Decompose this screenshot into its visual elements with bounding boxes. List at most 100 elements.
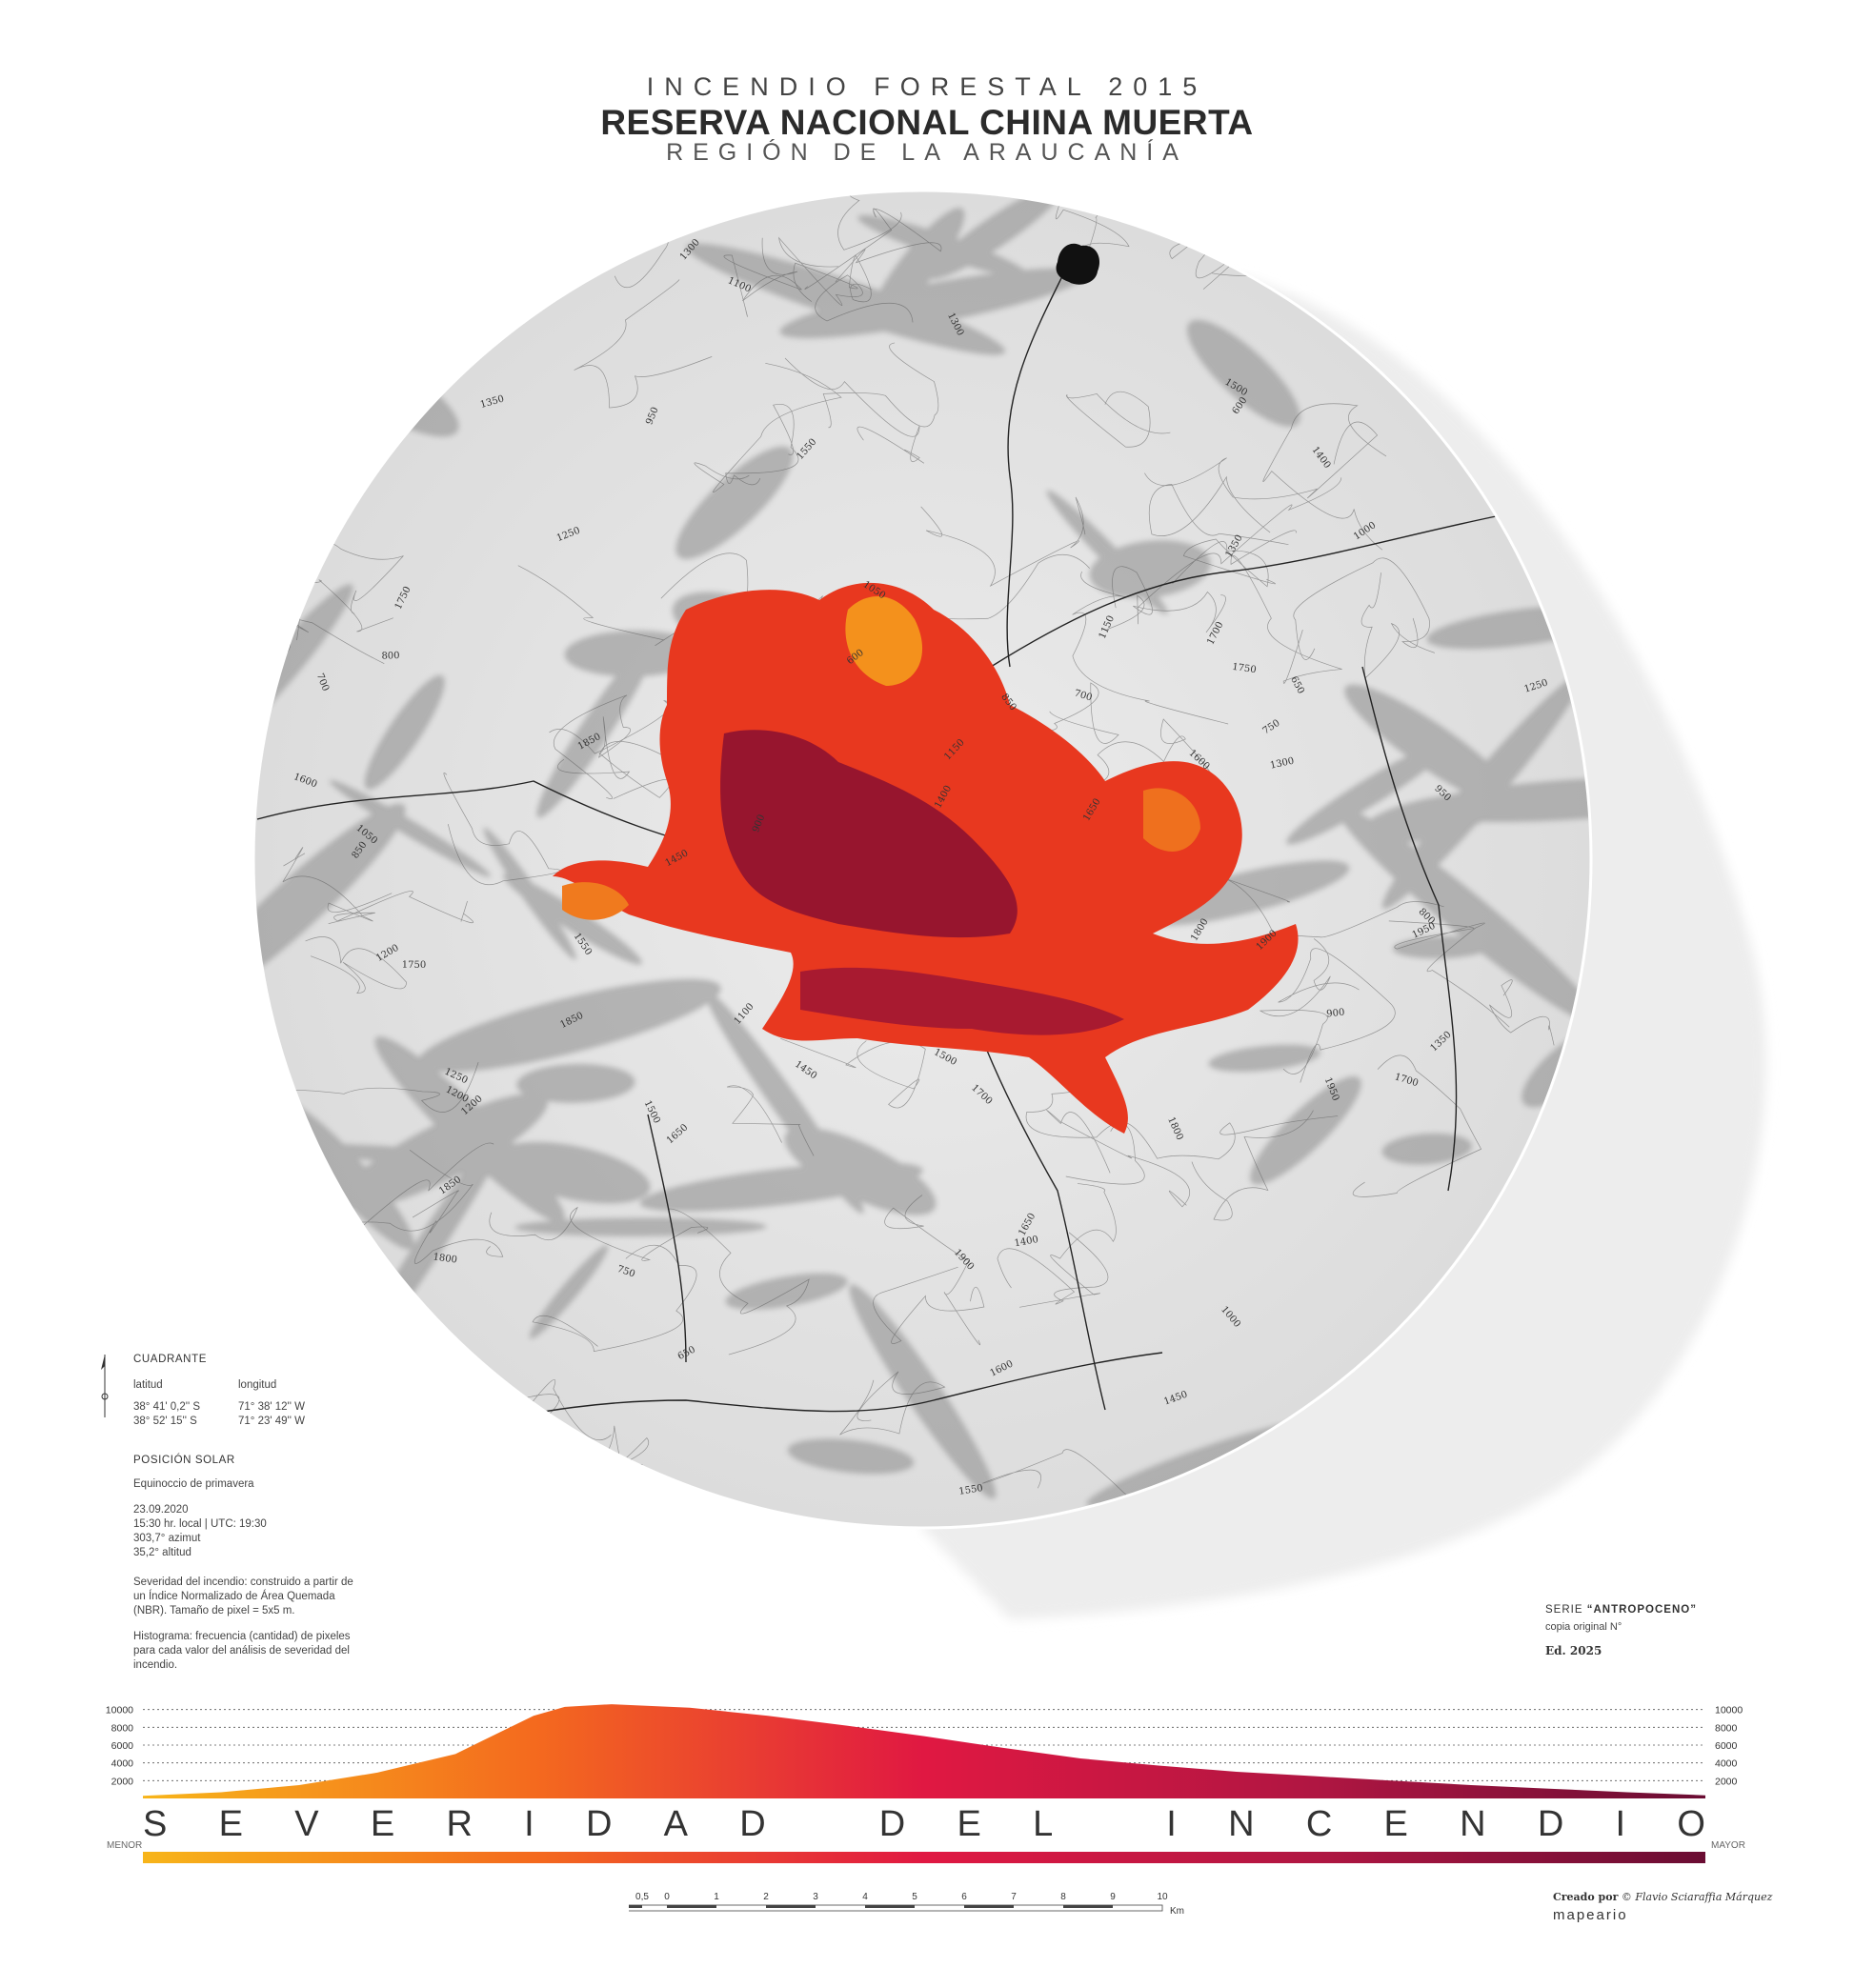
contour-line	[694, 362, 842, 493]
severity-title-letter: D	[1537, 1804, 1564, 1844]
scale-bar-label: 9	[1110, 1892, 1116, 1902]
contour-line	[1018, 1183, 1117, 1308]
legend-max-label: MAYOR	[1711, 1840, 1745, 1851]
lon2: 71° 23' 49'' W	[238, 1416, 305, 1427]
contour-line	[443, 773, 561, 886]
contour-line	[1055, 191, 1147, 265]
map-disc	[253, 191, 1591, 1528]
map-border	[252, 189, 1593, 1530]
y-tick-label-right: 4000	[1715, 1758, 1738, 1770]
lat2: 38° 52' 15'' S	[133, 1416, 197, 1427]
lon-label: longitud	[238, 1379, 277, 1391]
legend-min-label: MENOR	[107, 1840, 143, 1851]
contour-line	[1230, 530, 1342, 684]
scale-bar-label: 10	[1157, 1892, 1168, 1902]
scale-bar-segment	[1063, 1905, 1113, 1908]
contour-line	[1293, 557, 1430, 660]
scale-bar-label: 5	[912, 1892, 917, 1902]
contour-line	[822, 342, 939, 429]
severity-title-letter	[1104, 1804, 1115, 1845]
severity-note: Severidad del incendio: construido a par…	[133, 1576, 353, 1617]
y-tick-label-right: 2000	[1715, 1776, 1738, 1787]
y-tick-label-right: 10000	[1715, 1705, 1743, 1717]
map-top-title: INCENDIO FORESTAL 2015	[646, 72, 1208, 101]
severity-histogram: 10000 10000 8000 8000 6000 6000 4000 4000 2000 20…	[106, 1704, 1743, 1798]
credit-author: © Flavio Sciaraffia Márquez	[1621, 1891, 1773, 1903]
y-tick-label-left: 8000	[111, 1722, 134, 1734]
contour-line	[725, 403, 799, 486]
info-panel: CUADRANTE latitud 38° 41' 0,2'' S 38° 52…	[133, 1353, 381, 1673]
hillshade-ridge	[483, 828, 576, 960]
hillshade-ridge	[1186, 319, 1300, 428]
y-tick-label-left: 2000	[111, 1776, 134, 1787]
severity-title-letter: D	[585, 1804, 613, 1844]
contour-line	[997, 1232, 1109, 1305]
y-tick-label-left: 4000	[111, 1758, 134, 1770]
hillshade-ridge	[303, 335, 459, 437]
scale-bar-label: 4	[862, 1892, 868, 1902]
contour-line	[517, 552, 749, 647]
contour-line	[1259, 938, 1331, 1074]
contour-line	[777, 236, 914, 323]
contour-line	[780, 1038, 926, 1109]
contour-label: 800	[381, 651, 399, 662]
credit-line: Creado por © Flavio Sciaraffia Márquez	[1553, 1891, 1772, 1903]
hillshade-ridge	[1381, 673, 1582, 910]
fire-severity-area	[553, 582, 1299, 1134]
contour-line	[784, 357, 925, 464]
severity-title-letter: E	[370, 1804, 395, 1844]
scale-bar-segment	[629, 1905, 642, 1908]
severity-title-letter: A	[663, 1804, 689, 1844]
lat1: 38° 41' 0,2'' S	[133, 1401, 201, 1413]
contour-label: 1800	[433, 1252, 458, 1265]
contour-line	[839, 1371, 946, 1436]
contour-line	[343, 243, 491, 299]
contour-line	[1110, 1115, 1339, 1160]
contour-line	[282, 343, 364, 418]
contour-line	[1065, 391, 1171, 448]
scale-bar-label: 2	[763, 1892, 769, 1902]
hillshade-ridge	[725, 1273, 848, 1310]
cuadrante-title: CUADRANTE	[133, 1354, 207, 1365]
severity-title-letter: D	[739, 1804, 766, 1844]
severity-title-letter: I	[1166, 1804, 1177, 1844]
scale-bar-segment	[667, 1905, 716, 1908]
contour-line	[1144, 421, 1379, 500]
solar-date: 23.09.2020	[133, 1504, 189, 1516]
severity-title-letter: E	[957, 1804, 981, 1844]
hillshade-ridge	[253, 803, 406, 1009]
map-main-title: RESERVA NACIONAL CHINA MUERTA	[600, 103, 1254, 142]
contour-line	[305, 936, 407, 994]
severity-title-letter: O	[1677, 1804, 1705, 1844]
hillshade-ridge	[675, 446, 794, 559]
contour-line	[804, 208, 942, 290]
contour-line	[793, 254, 873, 303]
contour-line	[253, 291, 291, 456]
hillshade-ridge	[849, 1284, 997, 1499]
severity-title-letter: I	[1615, 1804, 1626, 1844]
scale-bar-label: 3	[813, 1892, 818, 1902]
contour-line	[1148, 475, 1289, 546]
contour-label: 1300	[1269, 756, 1295, 772]
contour-line	[1278, 948, 1396, 1083]
hillshade-ridge	[514, 1217, 767, 1236]
contour-line	[920, 496, 1086, 587]
histogram-note: Histograma: frecuencia (cantidad) de pix…	[133, 1631, 351, 1671]
contour-line	[790, 191, 929, 251]
hillshade-ridge	[787, 1438, 915, 1475]
histogram-area	[143, 1704, 1705, 1798]
contour-line	[574, 279, 713, 409]
contour-line	[873, 1266, 985, 1344]
contour-line	[667, 1208, 810, 1355]
contour-line	[1489, 979, 1555, 1046]
contour-label: 700	[1073, 688, 1093, 703]
contour-label: 1550	[958, 1483, 984, 1497]
contour-line	[1262, 403, 1387, 551]
scale-bar-label: 1	[714, 1892, 719, 1902]
hillshade-ridge	[1381, 1133, 1472, 1165]
solar-azimut: 303,7° azimut	[133, 1533, 201, 1544]
severity-title-letter: V	[294, 1804, 319, 1844]
contour-line	[412, 1190, 504, 1264]
hillshade-ridge	[536, 639, 656, 818]
